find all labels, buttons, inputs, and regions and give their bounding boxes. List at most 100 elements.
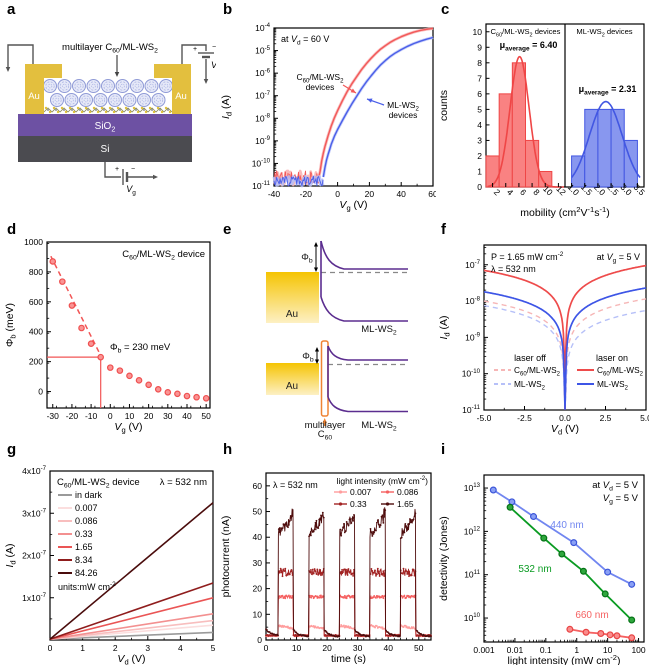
svg-text:0.086: 0.086 <box>397 487 419 497</box>
panel-d: d -30 -20 -10 0 10 20 30 40 50 0 200 400 600 800 1000 V… <box>0 220 216 440</box>
svg-text:10-7: 10-7 <box>255 90 271 101</box>
svg-text:Au: Au <box>286 381 298 392</box>
svg-text:3: 3 <box>145 643 150 653</box>
svg-text:−: − <box>131 166 135 173</box>
svg-text:1012: 1012 <box>464 526 481 537</box>
svg-text:0: 0 <box>335 189 340 199</box>
svg-text:30: 30 <box>253 558 263 568</box>
svg-text:0: 0 <box>48 643 53 653</box>
svg-text:1.65: 1.65 <box>397 499 414 509</box>
svg-text:2: 2 <box>477 151 482 161</box>
panel-e-label: e <box>223 221 232 238</box>
svg-text:10-8: 10-8 <box>465 295 481 306</box>
svg-text:10-8: 10-8 <box>255 112 271 123</box>
svg-text:C60/ML-WS2 devices: C60/ML-WS2 devices <box>491 27 561 39</box>
svg-text:counts: counts <box>438 90 450 121</box>
svg-text:at Vg = 5 V: at Vg = 5 V <box>597 252 640 265</box>
svg-text:532 nm: 532 nm <box>518 564 551 575</box>
svg-text:0.007: 0.007 <box>350 487 372 497</box>
panel-f: f -5.0 -2.5 0.0 2.5 5.0 10-11 10-10 10-9 10-8 10-… <box>434 220 649 440</box>
svg-text:1: 1 <box>477 166 482 176</box>
svg-text:−: − <box>212 44 216 51</box>
svg-text:Vg (V): Vg (V) <box>339 199 367 213</box>
svg-text:0.0: 0.0 <box>559 413 571 423</box>
svg-text:8: 8 <box>477 58 482 68</box>
svg-text:6: 6 <box>477 89 482 99</box>
svg-text:ML-WS2: ML-WS2 <box>597 379 629 392</box>
svg-text:0: 0 <box>257 635 262 645</box>
svg-text:-2.5: -2.5 <box>517 413 532 423</box>
svg-text:Vg = 5 V: Vg = 5 V <box>603 493 639 506</box>
svg-text:mobility (cm2V-1s-1): mobility (cm2V-1s-1) <box>520 205 609 219</box>
svg-text:light intensity (mW cm-2): light intensity (mW cm-2) <box>337 475 429 486</box>
svg-text:C60/ML-WS2: C60/ML-WS2 <box>296 72 344 85</box>
svg-text:C60: C60 <box>318 429 333 440</box>
svg-text:10: 10 <box>125 411 135 421</box>
svg-text:-40: -40 <box>268 189 281 199</box>
svg-text:2x10-7: 2x10-7 <box>22 550 46 561</box>
svg-text:30: 30 <box>353 643 363 653</box>
svg-text:Vd: Vd <box>211 60 216 73</box>
svg-text:0.01: 0.01 <box>507 645 524 655</box>
svg-text:40: 40 <box>253 532 263 542</box>
svg-text:5: 5 <box>477 104 482 114</box>
svg-text:+: + <box>115 166 119 173</box>
panel-f-label: f <box>441 221 446 238</box>
panel-b-label: b <box>223 1 233 18</box>
svg-text:200: 200 <box>29 357 43 367</box>
svg-text:devices: devices <box>306 82 335 92</box>
svg-text:λ = 532 nm: λ = 532 nm <box>160 477 207 488</box>
svg-text:10-7: 10-7 <box>465 259 481 270</box>
svg-text:0.007: 0.007 <box>75 503 98 513</box>
svg-text:-30: -30 <box>47 411 60 421</box>
panel-i-label: i <box>441 441 446 458</box>
svg-text:50: 50 <box>253 507 263 517</box>
svg-text:-5.0: -5.0 <box>477 413 492 423</box>
power-dependence-chart: 0 1 2 3 4 5 1x10-7 2x10-7 3x10-7 4x10-7 Vd (V) Id (… <box>4 465 216 665</box>
panel-g-label: g <box>7 441 17 458</box>
svg-text:0.33: 0.33 <box>350 499 367 509</box>
svg-text:0: 0 <box>477 182 482 192</box>
svg-text:10-10: 10-10 <box>252 158 271 169</box>
svg-text:1011: 1011 <box>464 569 480 580</box>
svg-text:-10: -10 <box>85 411 98 421</box>
panel-e: e Φb Au ML-WS2 Φb Au multilayer C60 ML-WS2 <box>216 220 436 440</box>
svg-text:8.34: 8.34 <box>75 555 93 565</box>
svg-text:12: 12 <box>554 184 568 198</box>
svg-text:+: + <box>193 46 197 53</box>
svg-text:60: 60 <box>428 189 436 199</box>
svg-text:10-4: 10-4 <box>255 22 271 33</box>
svg-text:ML-WS2: ML-WS2 <box>387 100 419 113</box>
svg-text:C60/ML-WS2: C60/ML-WS2 <box>597 365 644 378</box>
svg-text:1.65: 1.65 <box>75 542 93 552</box>
svg-text:1: 1 <box>80 643 85 653</box>
photocurrent-time-chart: 0 10 20 30 40 50 0 10 20 30 40 50 60 time (s) photocur… <box>220 472 432 665</box>
svg-text:2: 2 <box>113 643 118 653</box>
svg-text:1013: 1013 <box>464 482 481 493</box>
svg-text:10-9: 10-9 <box>465 332 481 343</box>
svg-text:0.33: 0.33 <box>75 529 93 539</box>
svg-text:5: 5 <box>211 643 216 653</box>
svg-text:photocurrent (nA): photocurrent (nA) <box>220 516 232 598</box>
svg-text:1x10-7: 1x10-7 <box>22 592 46 603</box>
svg-text:1000: 1000 <box>24 237 43 247</box>
svg-text:10: 10 <box>603 645 613 655</box>
panel-a: a Si SiO2 Au Au multilayer C60/ML-WS2 + − Vd + − V… <box>0 0 216 220</box>
svg-text:20: 20 <box>144 411 154 421</box>
panel-i: i 0.001 0.01 0.1 1 10 100 1010 1011 1012 1013 ligh… <box>434 440 649 665</box>
svg-text:10: 10 <box>473 27 483 37</box>
svg-text:660 nm: 660 nm <box>575 610 608 621</box>
svg-text:SiO2: SiO2 <box>95 121 116 134</box>
svg-text:10-9: 10-9 <box>255 135 271 146</box>
svg-text:units:mW cm-2: units:mW cm-2 <box>58 581 116 592</box>
svg-text:P = 1.65 mW cm-2: P = 1.65 mW cm-2 <box>491 251 564 262</box>
svg-text:multilayer: multilayer <box>305 420 346 431</box>
svg-text:9: 9 <box>477 42 482 52</box>
svg-text:λ = 532 nm: λ = 532 nm <box>491 264 536 274</box>
svg-text:0.001: 0.001 <box>473 645 495 655</box>
svg-text:20: 20 <box>365 189 375 199</box>
panel-c-label: c <box>441 1 450 18</box>
svg-text:C60/ML-WS2: C60/ML-WS2 <box>514 365 561 378</box>
svg-text:Au: Au <box>175 91 187 102</box>
